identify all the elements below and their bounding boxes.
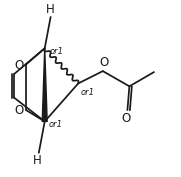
Text: O: O bbox=[122, 112, 131, 125]
Text: O: O bbox=[15, 104, 24, 117]
Text: or1: or1 bbox=[80, 87, 94, 96]
Text: or1: or1 bbox=[50, 47, 64, 56]
Text: O: O bbox=[15, 59, 24, 72]
Text: H: H bbox=[32, 154, 41, 167]
Text: or1: or1 bbox=[49, 120, 63, 129]
Text: O: O bbox=[99, 56, 108, 69]
Text: H: H bbox=[46, 3, 55, 16]
Polygon shape bbox=[42, 48, 47, 121]
